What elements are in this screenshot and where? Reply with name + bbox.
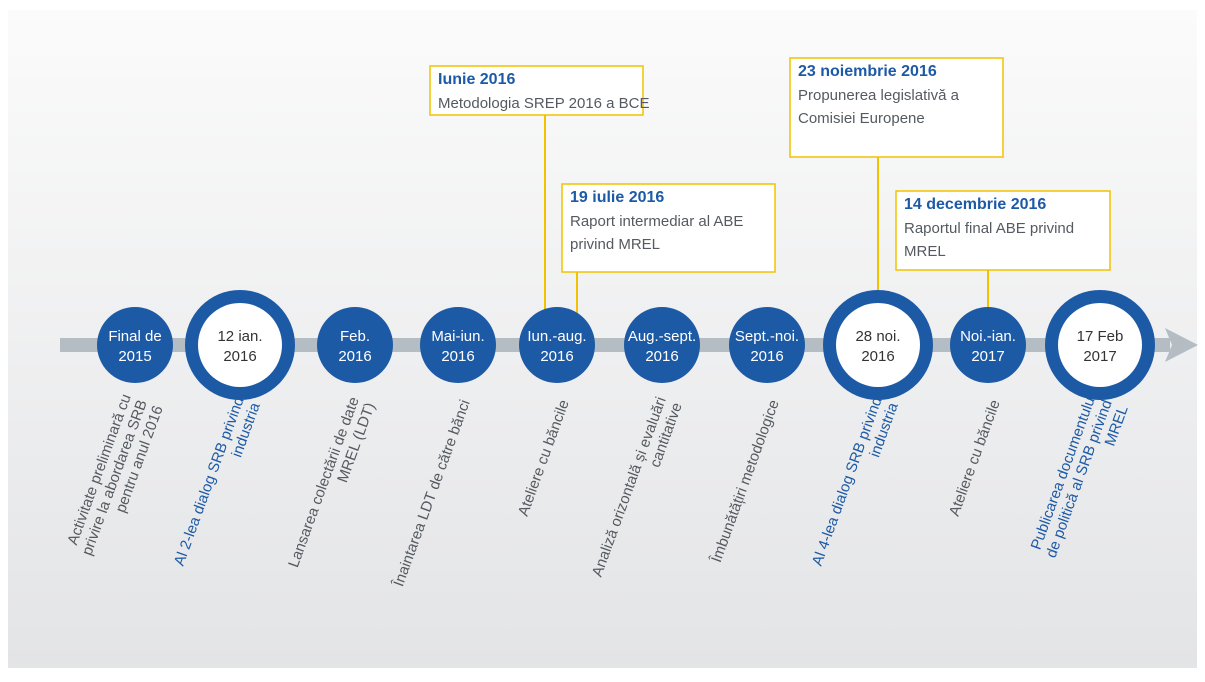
callout-box — [789, 57, 1004, 158]
milestone — [97, 307, 173, 383]
callout-date: 14 decembrie 2016 — [904, 196, 1046, 213]
milestone — [317, 307, 393, 383]
milestone — [624, 307, 700, 383]
node-date: 2016 — [223, 348, 256, 365]
node-date: Feb. — [340, 328, 370, 345]
arrow-head — [1165, 328, 1198, 362]
milestone — [729, 307, 805, 383]
callout-box — [561, 183, 776, 273]
callout-text: privind MREL — [570, 236, 660, 253]
callout-date: 23 noiembrie 2016 — [798, 63, 937, 80]
milestone — [950, 307, 1026, 383]
milestone — [420, 307, 496, 383]
node-date: 2017 — [971, 348, 1004, 365]
callout-text: Metodologia SREP 2016 a BCE — [438, 95, 650, 112]
callout-text: Raportul final ABE privind — [904, 220, 1074, 237]
callout-text: Propunerea legislativă a — [798, 87, 960, 104]
node-date: 2015 — [118, 348, 151, 365]
node-date: 28 noi. — [855, 328, 900, 345]
node-date: 2017 — [1083, 348, 1116, 365]
callout-box — [429, 65, 644, 116]
milestone-core — [198, 303, 282, 387]
node-date: 12 ian. — [217, 328, 262, 345]
node-date: Noi.-ian. — [960, 328, 1016, 345]
milestone — [519, 307, 595, 383]
callout-date: Iunie 2016 — [438, 71, 515, 88]
node-date: 2016 — [540, 348, 573, 365]
node-date: 2016 — [861, 348, 894, 365]
callout-text: MREL — [904, 243, 946, 260]
callout-text: Comisiei Europene — [798, 110, 925, 127]
milestone-core — [1058, 303, 1142, 387]
node-date: Aug.-sept. — [628, 328, 696, 345]
node-date: 2016 — [750, 348, 783, 365]
milestone-core — [836, 303, 920, 387]
callout-box — [895, 190, 1111, 271]
node-date: 2016 — [441, 348, 474, 365]
node-date: Iun.-aug. — [527, 328, 586, 345]
node-date: 2016 — [645, 348, 678, 365]
node-date: Sept.-noi. — [735, 328, 799, 345]
callout-text: Raport intermediar al ABE — [570, 213, 743, 230]
node-date: Mai-iun. — [431, 328, 484, 345]
node-date: 2016 — [338, 348, 371, 365]
node-date: Final de — [108, 328, 161, 345]
node-date: 17 Feb — [1077, 328, 1124, 345]
callout-date: 19 iulie 2016 — [570, 189, 664, 206]
